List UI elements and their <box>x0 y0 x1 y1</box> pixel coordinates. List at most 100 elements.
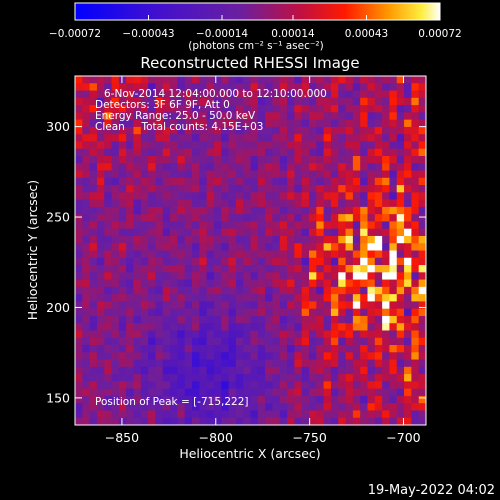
heatmap-cell <box>250 155 259 164</box>
heatmap-cell <box>382 388 391 397</box>
heatmap-cell <box>75 410 83 419</box>
heatmap-cell <box>396 272 405 281</box>
x-tick-label: −800 <box>199 430 233 445</box>
heatmap-cell <box>170 134 178 143</box>
heatmap-cell <box>309 272 317 281</box>
heatmap-cell <box>118 126 127 135</box>
heatmap-cell <box>411 170 420 179</box>
heatmap-cell <box>360 235 369 244</box>
heatmap-cell <box>192 388 200 397</box>
heatmap-cell <box>155 141 164 150</box>
heatmap-cell <box>162 206 171 215</box>
heatmap-cell <box>148 366 157 375</box>
heatmap-cell <box>228 366 237 375</box>
heatmap-cell <box>367 119 376 128</box>
heatmap-cell <box>104 235 113 244</box>
heatmap-cell <box>104 243 113 252</box>
heatmap-cell <box>250 410 259 419</box>
heatmap-cell <box>272 265 281 273</box>
heatmap-cell <box>177 323 186 332</box>
heatmap-cell <box>352 83 361 92</box>
heatmap-cell <box>265 148 274 157</box>
heatmap-cell <box>352 410 361 419</box>
heatmap-cell <box>184 206 193 215</box>
heatmap-cell <box>221 374 230 382</box>
heatmap-cell <box>133 235 142 244</box>
heatmap-cell <box>184 90 193 99</box>
heatmap-cell <box>96 134 105 143</box>
heatmap-cell <box>257 286 266 295</box>
heatmap-cell <box>265 417 274 425</box>
heatmap-cell <box>126 352 135 361</box>
heatmap-cell <box>389 395 398 404</box>
heatmap-cell <box>316 235 325 244</box>
heatmap-cell <box>287 90 295 99</box>
heatmap-cell <box>360 279 369 288</box>
heatmap-cell <box>140 381 149 390</box>
heatmap-cell <box>82 366 91 375</box>
heatmap-cell <box>228 279 237 288</box>
heatmap-cell <box>411 126 420 135</box>
heatmap-cell <box>111 417 120 425</box>
heatmap-cell <box>360 185 369 193</box>
heatmap-cell <box>352 374 361 382</box>
heatmap-cell <box>367 228 376 237</box>
heatmap-cell <box>184 279 193 288</box>
heatmap-cell <box>330 301 339 310</box>
heatmap-cell <box>309 294 317 302</box>
heatmap-cell <box>382 257 391 266</box>
heatmap-cell <box>155 330 164 339</box>
heatmap-cell <box>404 395 412 404</box>
heatmap-cell <box>411 134 420 143</box>
heatmap-cell <box>279 170 288 179</box>
heatmap-cell <box>133 403 142 412</box>
heatmap-cell <box>133 221 142 230</box>
heatmap-cell <box>126 90 135 99</box>
heatmap-cell <box>250 315 259 324</box>
heatmap-cell <box>411 141 420 150</box>
heatmap-cell <box>404 294 412 302</box>
colorbar: −0.00072 −0.00043 −0.00014 0.00014 0.00043 0.… <box>49 2 462 52</box>
heatmap-cell <box>104 170 113 179</box>
heatmap-cell <box>418 410 426 419</box>
heatmap-cell <box>170 395 178 404</box>
heatmap-cell <box>404 272 412 281</box>
heatmap-cell <box>330 323 339 332</box>
heatmap-cell <box>162 119 171 128</box>
heatmap-cell <box>345 90 354 99</box>
heatmap-cell <box>279 301 288 310</box>
heatmap-cell <box>250 112 259 121</box>
heatmap-cell <box>404 228 412 237</box>
heatmap-cell <box>126 97 135 106</box>
heatmap-cell <box>213 374 222 382</box>
heatmap-cell <box>389 112 398 121</box>
heatmap-cell <box>75 105 83 113</box>
heatmap-cell <box>140 388 149 397</box>
heatmap-cell <box>140 243 149 252</box>
heatmap-cell <box>360 199 369 208</box>
heatmap-cell <box>294 272 303 281</box>
heatmap-cell <box>213 403 222 412</box>
heatmap-cell <box>374 308 383 317</box>
heatmap-cell <box>206 155 215 164</box>
heatmap-cell <box>118 315 127 324</box>
heatmap-cell <box>89 301 98 310</box>
heatmap-cell <box>221 366 230 375</box>
heatmap-cell <box>279 374 288 382</box>
heatmap-cell <box>301 185 310 193</box>
heatmap-cell <box>118 163 127 172</box>
heatmap-cell <box>294 366 303 375</box>
heatmap-cell <box>89 337 98 346</box>
heatmap-cell <box>389 272 398 281</box>
heatmap-cell <box>206 323 215 332</box>
heatmap-cell <box>192 134 200 143</box>
heatmap-cell <box>330 374 339 382</box>
heatmap-cell <box>206 257 215 266</box>
heatmap-cell <box>126 257 135 266</box>
colorbar-tick-label: −0.00014 <box>196 28 249 40</box>
heatmap-cell <box>330 76 339 84</box>
heatmap-cell <box>206 228 215 237</box>
heatmap-cell <box>82 265 91 273</box>
heatmap-cell <box>111 170 120 179</box>
heatmap-cell <box>352 163 361 172</box>
